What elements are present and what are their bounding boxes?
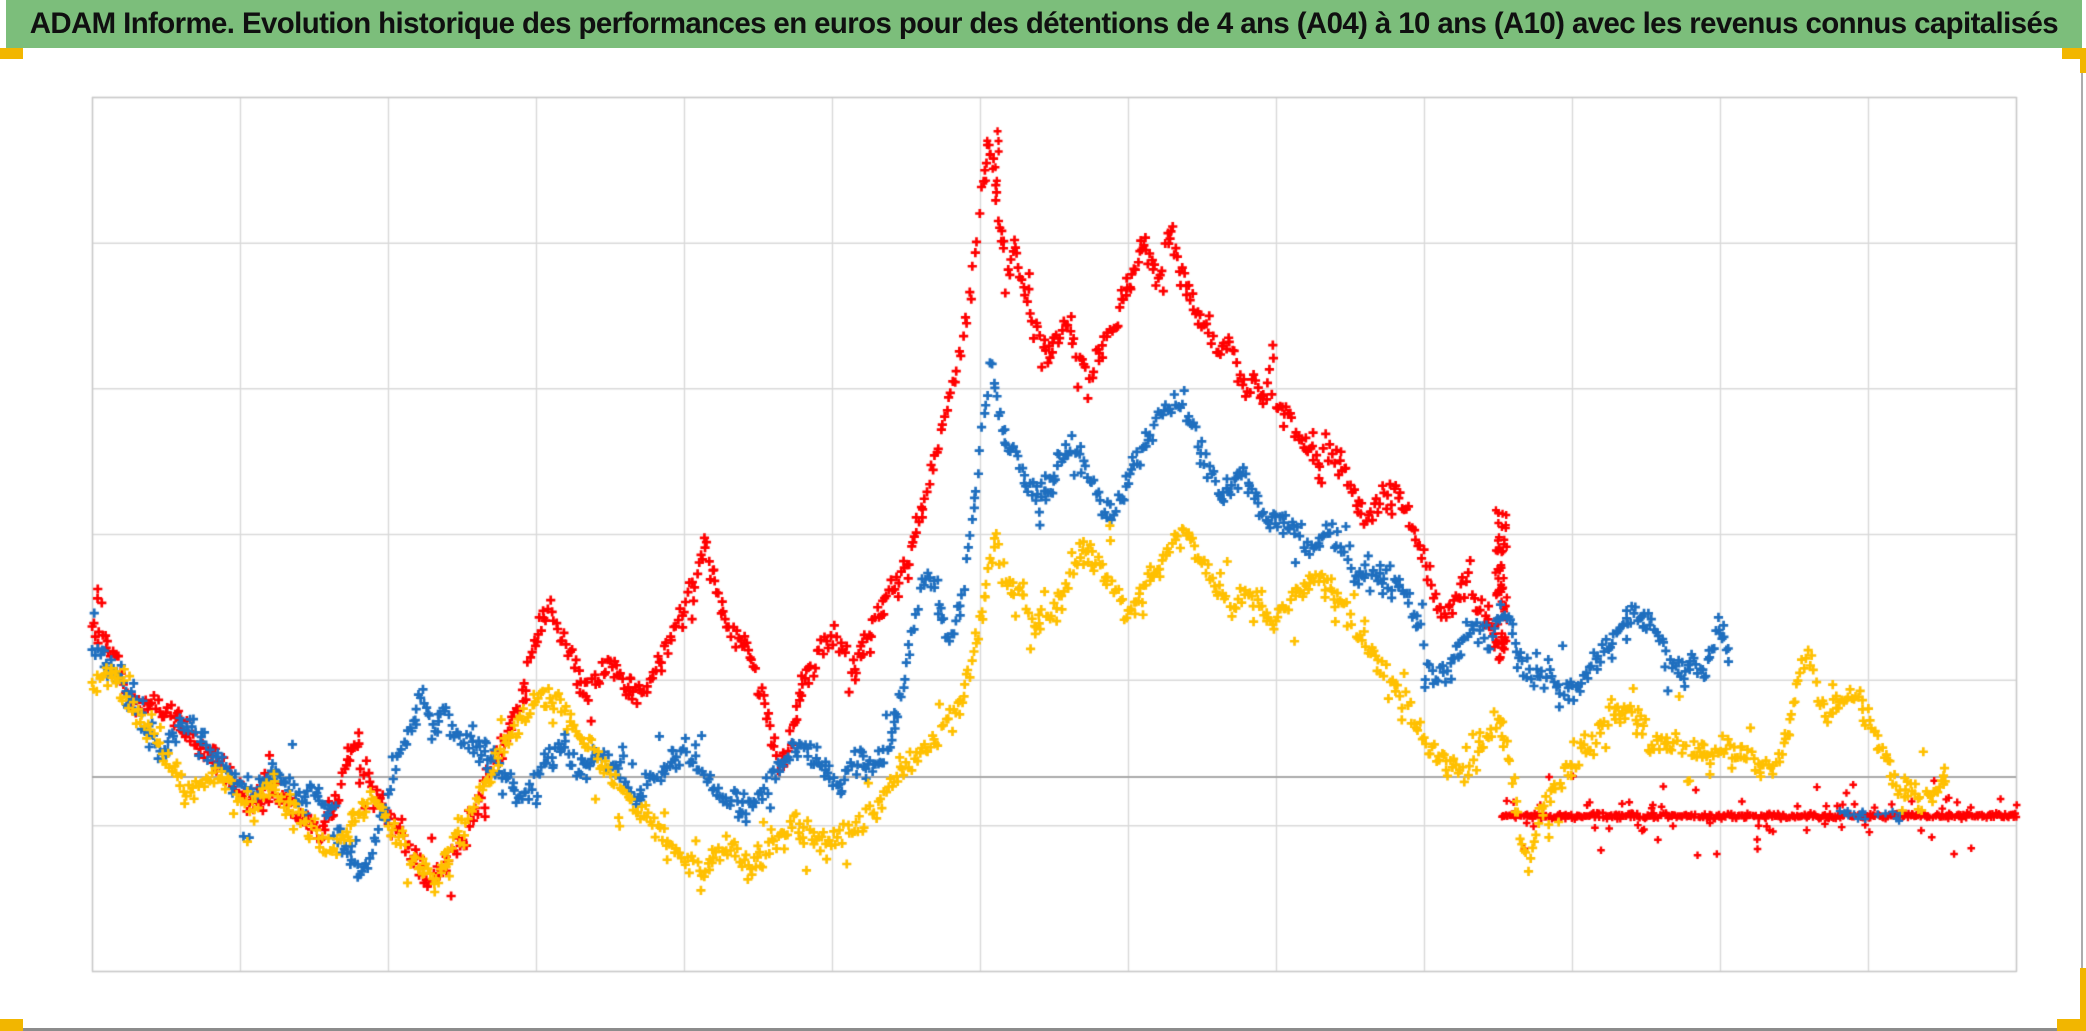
bottom-edge-line xyxy=(0,1028,2086,1031)
corner-accent-bottom-right-v xyxy=(2080,968,2086,1031)
scatter-chart-canvas xyxy=(0,48,2086,1031)
corner-accent-bottom-left xyxy=(0,1019,23,1031)
title-bar: ADAM Informe. Evolution historique des p… xyxy=(6,0,2082,48)
corner-accent-top-left xyxy=(0,48,23,59)
right-edge-line xyxy=(2081,58,2083,1031)
chart-area xyxy=(0,48,2086,1031)
corner-accent-top-right-h xyxy=(2062,48,2086,59)
page-title: ADAM Informe. Evolution historique des p… xyxy=(29,7,2059,40)
corner-accent-bottom-right-h xyxy=(2057,1019,2086,1031)
corner-accent-top-right-v xyxy=(2080,48,2086,73)
